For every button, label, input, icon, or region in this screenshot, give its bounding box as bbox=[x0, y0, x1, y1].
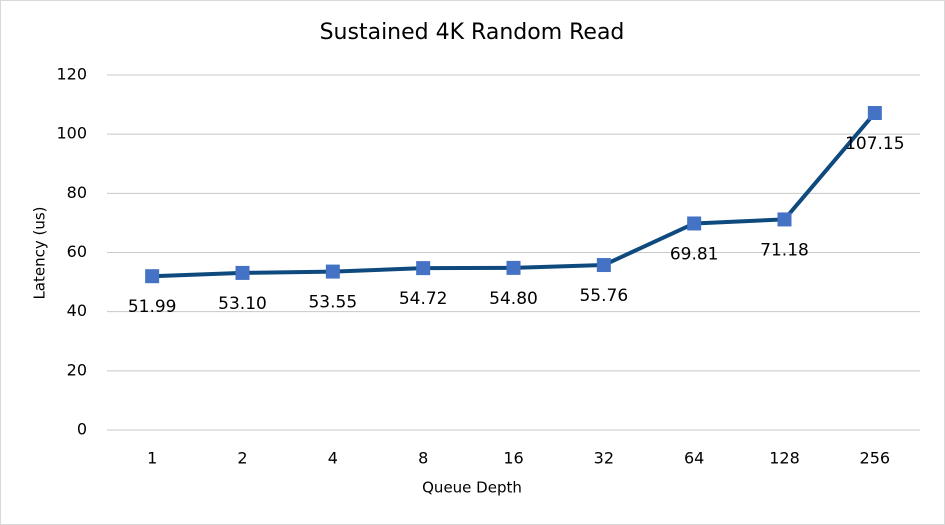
x-tick-label: 8 bbox=[418, 449, 428, 468]
x-tick-label: 64 bbox=[684, 449, 704, 468]
data-label: 107.15 bbox=[845, 134, 904, 154]
y-tick-label: 60 bbox=[67, 242, 87, 261]
marker bbox=[687, 216, 702, 231]
marker bbox=[506, 260, 521, 275]
x-tick-label: 32 bbox=[594, 449, 614, 468]
data-label: 51.99 bbox=[128, 297, 177, 317]
data-label: 69.81 bbox=[670, 244, 719, 264]
x-tick-label: 128 bbox=[769, 449, 800, 468]
data-label: 53.55 bbox=[308, 293, 357, 313]
y-tick-label: 120 bbox=[56, 65, 87, 84]
marker bbox=[777, 212, 792, 227]
chart-title: Sustained 4K Random Read bbox=[320, 20, 625, 45]
marker bbox=[867, 106, 882, 121]
y-tick-label: 40 bbox=[67, 301, 87, 320]
marker bbox=[416, 261, 431, 276]
y-tick-label: 100 bbox=[56, 124, 87, 143]
x-axis-label: Queue Depth bbox=[422, 479, 522, 497]
marker bbox=[596, 258, 611, 273]
x-tick-label: 4 bbox=[328, 449, 338, 468]
x-tick-label: 256 bbox=[860, 449, 891, 468]
marker bbox=[325, 264, 340, 279]
data-label: 54.80 bbox=[489, 289, 538, 309]
y-tick-label: 0 bbox=[77, 420, 87, 439]
x-tick-label: 2 bbox=[237, 449, 247, 468]
y-axis-label: Latency (us) bbox=[31, 206, 49, 299]
x-tick-label: 1 bbox=[147, 449, 157, 468]
data-label: 54.72 bbox=[399, 289, 448, 309]
x-tick-label: 16 bbox=[503, 449, 523, 468]
data-label: 71.18 bbox=[760, 240, 809, 260]
y-tick-label: 80 bbox=[67, 183, 87, 202]
y-tick-label: 20 bbox=[67, 360, 87, 379]
data-label: 53.10 bbox=[218, 294, 267, 314]
marker bbox=[145, 269, 160, 284]
data-label: 55.76 bbox=[579, 286, 628, 306]
marker bbox=[235, 265, 250, 280]
